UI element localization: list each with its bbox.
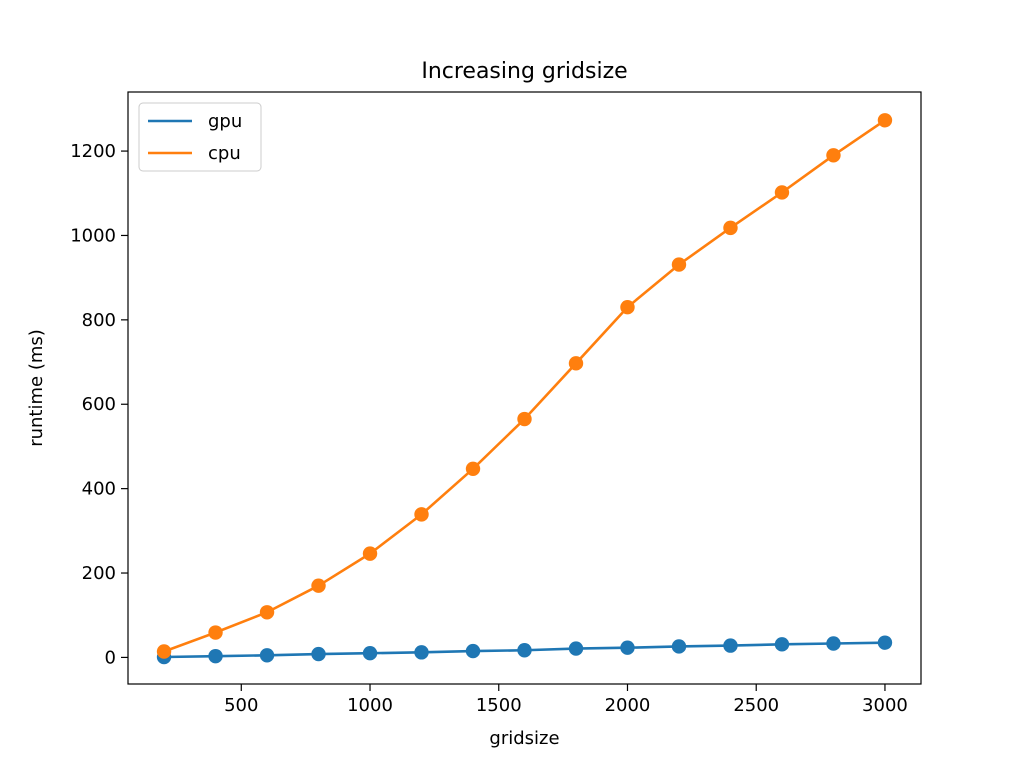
y-tick-label: 800	[82, 310, 116, 331]
data-point-cpu	[568, 356, 584, 371]
data-point-gpu	[517, 643, 532, 658]
legend: gpu cpu	[138, 102, 262, 172]
data-point-gpu	[311, 646, 326, 662]
data-point-gpu	[826, 636, 841, 651]
data-point-cpu	[620, 299, 635, 315]
data-point-cpu	[774, 185, 790, 200]
data-point-cpu	[465, 461, 481, 477]
plot-area: 500 1000 1500 2000 2500 3000 0 200 400 600 800 100…	[70, 91, 922, 716]
data-point-gpu	[877, 635, 893, 650]
data-point-cpu	[156, 644, 172, 659]
legend-entry-cpu: cpu	[148, 143, 241, 164]
data-point-gpu	[671, 639, 687, 654]
x-tick-label: 2000	[605, 695, 651, 716]
data-point-cpu	[259, 605, 275, 620]
data-point-gpu	[208, 648, 223, 664]
data-point-gpu	[620, 640, 635, 655]
data-point-gpu	[414, 645, 429, 660]
x-axis-ticks: 500 1000 1500 2000 2500 3000	[224, 684, 908, 716]
y-tick-label: 1000	[70, 225, 116, 246]
x-tick-label: 3000	[862, 695, 908, 716]
data-point-cpu	[723, 220, 738, 236]
y-axis-ticks: 0 200 400 600 800 1000 1200	[70, 141, 128, 668]
axes-frame	[127, 91, 922, 685]
x-tick-label: 500	[224, 695, 258, 716]
data-point-gpu	[568, 641, 584, 656]
data-point-cpu	[877, 113, 893, 128]
data-point-gpu	[259, 648, 275, 663]
y-tick-label: 400	[82, 479, 116, 500]
series-layer	[156, 113, 893, 665]
legend-label-gpu: gpu	[208, 111, 242, 132]
legend-label-cpu: cpu	[208, 143, 241, 164]
data-point-cpu	[414, 507, 429, 522]
legend-entries: gpu cpu	[148, 111, 242, 164]
data-point-cpu	[311, 578, 326, 593]
series-cpu	[156, 113, 893, 659]
data-point-gpu	[774, 637, 790, 652]
x-axis-label: gridsize	[489, 728, 559, 749]
data-point-cpu	[517, 411, 532, 427]
y-tick-label: 1200	[70, 141, 116, 162]
legend-entry-gpu: gpu	[148, 111, 242, 132]
y-axis-label: runtime (ms)	[26, 329, 47, 447]
x-tick-label: 1500	[476, 695, 522, 716]
data-point-gpu	[723, 638, 738, 653]
legend-box	[138, 102, 262, 172]
data-point-gpu	[465, 643, 481, 659]
x-tick-label: 1000	[347, 695, 393, 716]
data-point-cpu	[362, 546, 378, 561]
data-point-cpu	[671, 257, 687, 272]
y-tick-label: 200	[82, 563, 116, 584]
x-tick-label: 2500	[733, 695, 779, 716]
data-point-cpu	[826, 148, 841, 163]
data-point-cpu	[208, 625, 223, 640]
data-point-gpu	[362, 645, 378, 661]
chart-title: Increasing gridsize	[421, 59, 627, 84]
y-tick-label: 0	[105, 647, 116, 668]
y-tick-label: 600	[82, 394, 116, 415]
